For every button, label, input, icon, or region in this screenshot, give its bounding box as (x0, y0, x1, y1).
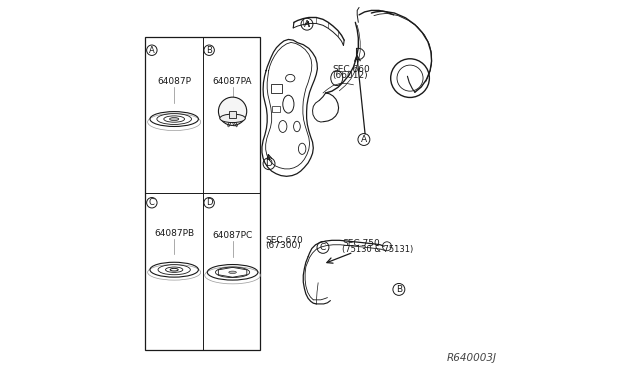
Text: A: A (361, 135, 367, 144)
Bar (145, 37, 260, 350)
Text: SEC.660: SEC.660 (332, 65, 370, 74)
Text: R640003J: R640003J (447, 353, 497, 363)
Polygon shape (230, 111, 236, 118)
Text: B: B (206, 46, 212, 55)
Ellipse shape (170, 118, 179, 121)
Text: (67300): (67300) (265, 241, 301, 250)
Text: A: A (304, 20, 310, 29)
Text: 64087PA: 64087PA (213, 77, 252, 86)
Ellipse shape (228, 271, 236, 273)
Text: 64087PC: 64087PC (212, 231, 253, 240)
Text: SEC.750: SEC.750 (342, 240, 380, 248)
Text: C: C (320, 243, 326, 252)
Text: 64087P: 64087P (157, 77, 191, 86)
Text: D: D (206, 198, 212, 207)
Text: 64087PB: 64087PB (154, 229, 194, 238)
Bar (271, 84, 282, 93)
Circle shape (218, 97, 246, 125)
Bar (271, 106, 280, 112)
Text: B: B (396, 285, 402, 294)
Text: (66012): (66012) (332, 71, 367, 80)
Text: SEC.670: SEC.670 (265, 236, 303, 245)
Text: D: D (266, 159, 273, 168)
Text: A: A (149, 46, 155, 55)
Text: C: C (149, 198, 155, 207)
Ellipse shape (220, 114, 245, 122)
Text: (75130 & 75131): (75130 & 75131) (342, 245, 413, 254)
